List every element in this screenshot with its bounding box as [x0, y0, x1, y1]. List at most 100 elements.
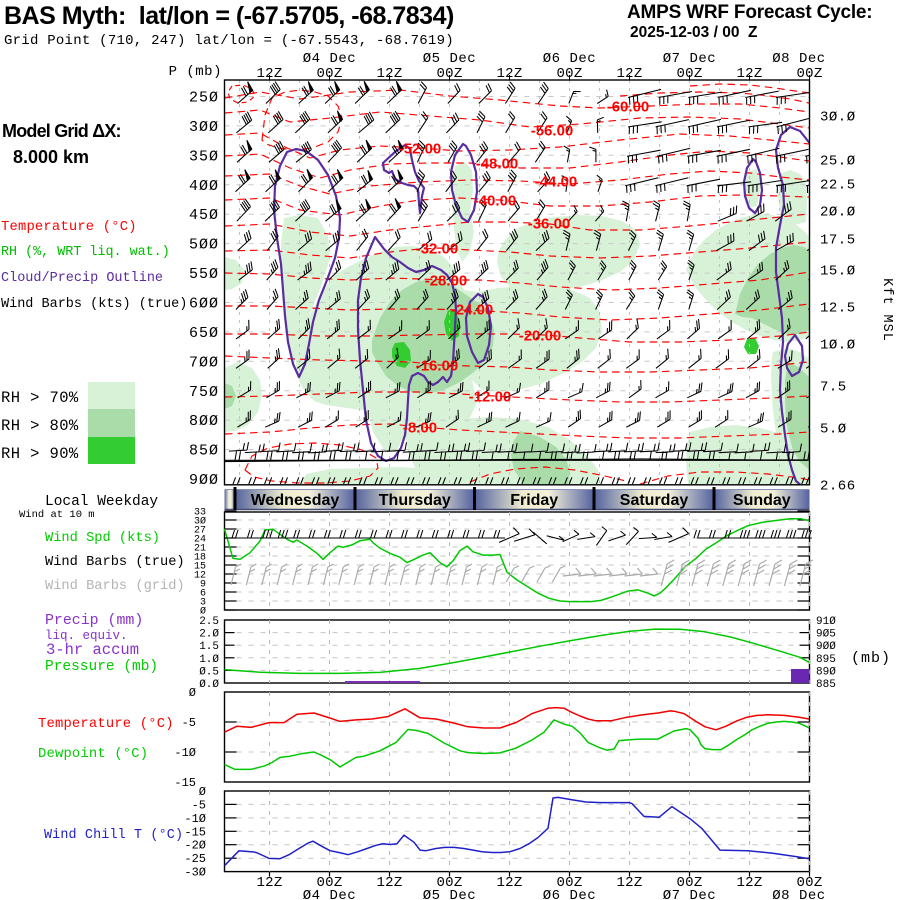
svg-text:895: 895: [816, 654, 836, 666]
svg-text:1.5: 1.5: [199, 641, 219, 653]
svg-text:12Z: 12Z: [616, 66, 642, 82]
svg-text:Ø: Ø: [200, 606, 206, 618]
svg-text:3Ø: 3Ø: [194, 516, 206, 528]
svg-text:9ØØ: 9ØØ: [189, 472, 219, 489]
svg-text:Wind at 10 m: Wind at 10 m: [19, 509, 95, 521]
svg-text:-24.00: -24.00: [451, 301, 494, 318]
svg-text:Temperature (°C): Temperature (°C): [1, 219, 137, 235]
svg-text:885: 885: [816, 679, 836, 691]
svg-text:18: 18: [194, 553, 206, 564]
svg-text:Friday: Friday: [510, 492, 558, 509]
svg-text:12Z: 12Z: [736, 66, 762, 82]
svg-text:9: 9: [200, 580, 206, 591]
svg-text:Precip (mm): Precip (mm): [45, 613, 143, 629]
svg-text:00Z: 00Z: [436, 875, 462, 891]
svg-text:RH (%, WRT liq. wat.): RH (%, WRT liq. wat.): [1, 245, 170, 260]
svg-text:Ø4 Dec: Ø4 Dec: [303, 888, 356, 900]
svg-text:-60.00: -60.00: [607, 98, 650, 115]
svg-text:-12.00: -12.00: [469, 388, 512, 405]
svg-text:12.5: 12.5: [820, 301, 856, 317]
svg-text:(mb): (mb): [851, 650, 891, 667]
svg-text:Kft MSL: Kft MSL: [879, 278, 894, 342]
svg-text:7.5: 7.5: [820, 380, 847, 396]
svg-text:25.Ø: 25.Ø: [820, 154, 856, 170]
svg-text:Ø7 Dec: Ø7 Dec: [663, 51, 716, 67]
svg-text:12Z: 12Z: [496, 66, 522, 82]
svg-text:Ø8 Dec: Ø8 Dec: [772, 51, 825, 67]
svg-text:9Ø5: 9Ø5: [816, 629, 836, 641]
svg-text:1.Ø: 1.Ø: [199, 654, 219, 666]
svg-text:Sunday: Sunday: [733, 492, 791, 509]
svg-text:9ØØ: 9ØØ: [816, 641, 836, 653]
svg-text:Ø.Ø: Ø.Ø: [199, 679, 219, 691]
svg-text:15: 15: [194, 562, 206, 573]
svg-text:-28.00: -28.00: [425, 272, 468, 289]
svg-text:55Ø: 55Ø: [189, 266, 219, 283]
svg-text:33: 33: [194, 508, 206, 519]
svg-text:-25: -25: [184, 852, 206, 866]
svg-text:27: 27: [194, 526, 206, 537]
svg-text:-5: -5: [192, 798, 206, 812]
svg-text:Ø: Ø: [199, 785, 206, 799]
svg-text:2.5: 2.5: [199, 616, 219, 628]
svg-text:Ø6 Dec: Ø6 Dec: [543, 888, 596, 900]
svg-text:Saturday: Saturday: [620, 492, 689, 509]
svg-text:00Z: 00Z: [316, 875, 342, 891]
svg-text:12: 12: [194, 571, 206, 582]
svg-text:Wind Barbs (kts) (true): Wind Barbs (kts) (true): [1, 297, 187, 312]
svg-text:-15: -15: [174, 776, 196, 790]
svg-text:65Ø: 65Ø: [189, 325, 219, 342]
svg-text:liq. equiv.: liq. equiv.: [45, 629, 128, 643]
svg-text:-8.00: -8.00: [403, 419, 437, 436]
svg-text:12Z: 12Z: [256, 66, 282, 82]
svg-text:91Ø: 91Ø: [816, 616, 836, 628]
svg-text:00Z: 00Z: [436, 66, 462, 82]
svg-text:Thursday: Thursday: [379, 492, 451, 509]
svg-text:12Z: 12Z: [376, 875, 402, 891]
svg-text:-48.00: -48.00: [476, 155, 519, 172]
svg-text:-36.00: -36.00: [528, 215, 571, 232]
svg-text:45Ø: 45Ø: [189, 207, 219, 224]
svg-text:7ØØ: 7ØØ: [189, 354, 219, 371]
svg-text:-40.00: -40.00: [474, 192, 517, 209]
svg-text:5.Ø: 5.Ø: [820, 422, 847, 438]
svg-text:3-hr accum: 3-hr accum: [46, 641, 139, 659]
svg-text:8ØØ: 8ØØ: [189, 413, 219, 430]
svg-text:Dewpoint (°C): Dewpoint (°C): [38, 746, 148, 762]
svg-text:6: 6: [200, 589, 206, 600]
svg-text:89Ø: 89Ø: [816, 666, 836, 678]
svg-text:Ø4 Dec: Ø4 Dec: [303, 51, 356, 67]
svg-text:Ø8 Dec: Ø8 Dec: [772, 888, 825, 900]
svg-text:RH > 90%: RH > 90%: [1, 445, 79, 463]
svg-text:-44.00: -44.00: [535, 173, 578, 190]
svg-text:5ØØ: 5ØØ: [189, 237, 219, 254]
svg-text:1Ø.Ø: 1Ø.Ø: [820, 338, 856, 354]
svg-text:RH > 80%: RH > 80%: [1, 417, 79, 435]
svg-text:Local Weekday: Local Weekday: [45, 494, 158, 510]
svg-text:-52.00: -52.00: [399, 140, 442, 157]
svg-text:00Z: 00Z: [316, 66, 342, 82]
svg-text:00Z: 00Z: [676, 875, 702, 891]
svg-text:12Z: 12Z: [376, 66, 402, 82]
svg-text:12Z: 12Z: [496, 875, 522, 891]
svg-text:Ø5 Dec: Ø5 Dec: [423, 888, 476, 900]
svg-text:Wind Barbs (grid): Wind Barbs (grid): [45, 579, 185, 594]
svg-text:-20.00: -20.00: [519, 327, 562, 344]
svg-text:35Ø: 35Ø: [189, 148, 219, 165]
svg-text:P (mb): P (mb): [169, 64, 222, 80]
svg-text:Pressure (mb): Pressure (mb): [45, 659, 158, 675]
svg-text:3: 3: [200, 598, 206, 609]
svg-text:Ø: Ø: [189, 686, 196, 700]
svg-text:Ø7 Dec: Ø7 Dec: [663, 888, 716, 900]
svg-text:3Ø.Ø: 3Ø.Ø: [820, 110, 856, 126]
svg-text:Wind Barbs (true): Wind Barbs (true): [45, 555, 185, 570]
svg-text:24: 24: [194, 535, 206, 546]
svg-text:00Z: 00Z: [796, 66, 822, 82]
svg-text:-5: -5: [182, 716, 196, 730]
svg-text:Wind Chill T (°C): Wind Chill T (°C): [44, 828, 183, 843]
svg-text:2Ø.Ø: 2Ø.Ø: [820, 205, 856, 221]
svg-text:75Ø: 75Ø: [189, 384, 219, 401]
svg-text:Ø6 Dec: Ø6 Dec: [543, 51, 596, 67]
svg-text:00Z: 00Z: [556, 875, 582, 891]
svg-text:4ØØ: 4ØØ: [189, 178, 219, 195]
